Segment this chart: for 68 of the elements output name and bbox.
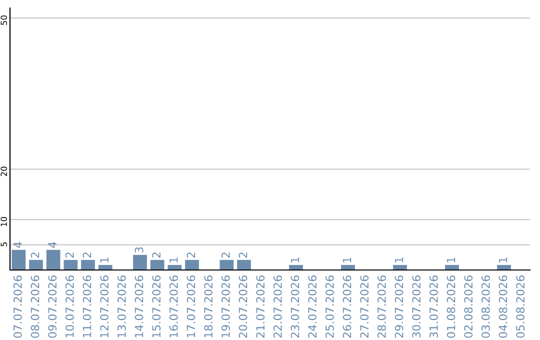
- bar: [29, 260, 43, 270]
- x-tick-label: 19.07.2026: [221, 276, 230, 338]
- x-tick-label: 31.07.2026: [429, 276, 438, 338]
- data-label: 1: [100, 258, 108, 262]
- data-label: 1: [342, 258, 352, 262]
- x-tick-label: 08.07.2026: [30, 276, 40, 338]
- data-label: 1: [170, 258, 178, 262]
- x-tick-label: 11.07.2026: [82, 276, 92, 338]
- x-tick-label: 16.07.2026: [169, 276, 178, 338]
- bar: [445, 264, 459, 270]
- bar: [133, 254, 147, 270]
- data-label: 1: [394, 258, 404, 262]
- x-tick-label: 23.07.2026: [290, 276, 300, 338]
- bar: [46, 250, 60, 270]
- bar: [81, 260, 95, 270]
- x-tick-label: 05.08.2026: [516, 276, 525, 338]
- x-tick-label: 09.07.2026: [48, 276, 57, 338]
- y-tick-label: 20: [0, 166, 7, 176]
- x-tick-label: 22.07.2026: [273, 276, 282, 338]
- bar: [12, 250, 26, 270]
- x-tick-label: 04.08.2026: [498, 276, 508, 338]
- bar: [220, 260, 234, 270]
- bar: [168, 264, 182, 270]
- data-label: 1: [290, 258, 300, 262]
- x-tick-label: 27.07.2026: [360, 276, 369, 338]
- data-label: 2: [238, 252, 248, 258]
- bar: [98, 264, 112, 270]
- data-label: 2: [65, 252, 74, 258]
- y-tick-label: 5: [0, 242, 7, 246]
- bar: [185, 260, 199, 270]
- x-tick-label: 10.07.2026: [65, 276, 74, 338]
- x-tick-label: 15.07.2026: [152, 276, 161, 338]
- x-tick-label: 30.07.2026: [412, 276, 421, 338]
- data-label: 3: [134, 247, 144, 253]
- bar: [237, 260, 251, 270]
- bar: [150, 260, 164, 270]
- data-label: 2: [221, 252, 230, 258]
- data-label: 2: [30, 252, 40, 258]
- x-tick-label: 29.07.2026: [394, 276, 404, 338]
- x-tick-label: 26.07.2026: [342, 276, 352, 338]
- x-tick-label: 14.07.2026: [134, 276, 144, 338]
- data-label: 2: [186, 252, 196, 258]
- x-tick-label: 01.08.2026: [446, 276, 456, 338]
- data-label: 1: [446, 258, 456, 262]
- data-label: 4: [48, 242, 56, 248]
- data-label: 1: [498, 258, 508, 262]
- x-tick-label: 25.07.2026: [325, 276, 334, 338]
- bar: [341, 264, 355, 270]
- x-tick-label: 21.07.2026: [256, 276, 265, 338]
- bar: [289, 264, 303, 270]
- y-tick-label: 50: [0, 15, 7, 25]
- x-tick-label: 07.07.2026: [13, 276, 22, 338]
- data-label: 2: [82, 252, 92, 258]
- x-tick-label: 03.08.2026: [481, 276, 490, 338]
- x-tick-label: 24.07.2026: [308, 276, 317, 338]
- x-tick-label: 28.07.2026: [377, 276, 386, 338]
- x-tick-label: 13.07.2026: [117, 276, 126, 338]
- data-label: 2: [152, 252, 160, 258]
- x-tick-label: 18.07.2026: [204, 276, 213, 338]
- bar: [393, 264, 407, 270]
- data-label: 4: [14, 242, 22, 248]
- bar: [497, 264, 511, 270]
- x-tick-label: 17.07.2026: [186, 276, 196, 338]
- x-tick-label: 12.07.2026: [100, 276, 109, 338]
- bar: [64, 260, 78, 270]
- y-tick-label: 10: [0, 217, 7, 226]
- x-tick-label: 20.07.2026: [238, 276, 248, 338]
- x-tick-label: 02.08.2026: [464, 276, 473, 338]
